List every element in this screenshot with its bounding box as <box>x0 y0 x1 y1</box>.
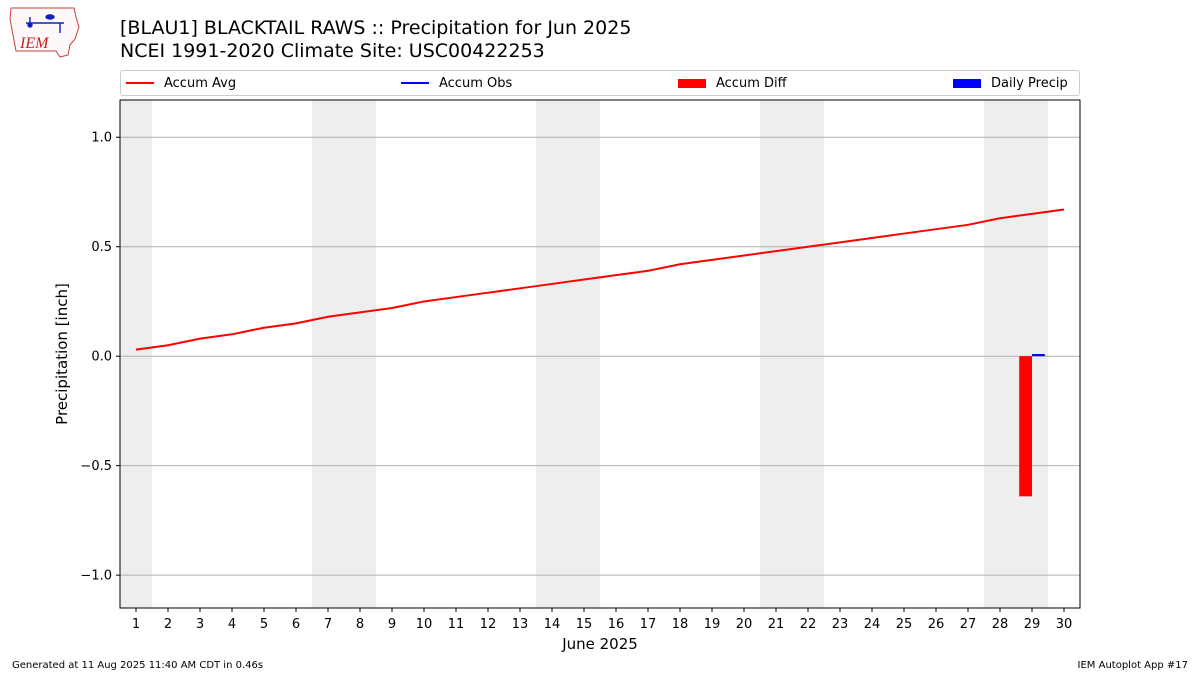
x-axis-label: June 2025 <box>561 635 638 653</box>
x-tick-label: 13 <box>512 617 529 632</box>
weather-station-icon <box>26 14 64 33</box>
y-tick-label: −1.0 <box>80 569 112 584</box>
legend-label: Accum Obs <box>439 75 513 91</box>
x-tick-label: 8 <box>356 617 364 632</box>
x-tick-label: 21 <box>768 617 785 632</box>
x-tick-label: 11 <box>448 617 465 632</box>
y-tick-label: 0.5 <box>91 240 112 255</box>
legend-swatch <box>401 82 429 84</box>
line-accum-avg <box>135 208 1065 351</box>
chart-subtitle: NCEI 1991-2020 Climate Site: USC00422253 <box>120 40 545 62</box>
legend-swatch <box>953 78 981 88</box>
x-tick-label: 1 <box>132 617 140 632</box>
generated-timestamp: Generated at 11 Aug 2025 11:40 AM CDT in… <box>12 660 264 671</box>
x-tick-label: 18 <box>672 617 689 632</box>
x-tick-label: 14 <box>544 617 561 632</box>
bar-accum-diff <box>1019 356 1032 497</box>
weekend-shade <box>536 100 600 608</box>
x-tick-label: 3 <box>196 617 204 632</box>
legend-item-accum-avg: Accum Avg <box>126 71 236 95</box>
legend-swatch <box>126 82 154 84</box>
y-tick-label: 1.0 <box>91 131 112 146</box>
legend-label: Accum Diff <box>716 75 787 91</box>
x-tick-label: 29 <box>1024 617 1041 632</box>
weekend-shade <box>760 100 824 608</box>
legend-item-daily-precip: Daily Precip <box>953 71 1068 95</box>
y-tick-label: −0.5 <box>80 459 112 474</box>
x-tick-label: 24 <box>864 617 881 632</box>
logo-text: IEM <box>19 35 50 52</box>
chart-title: [BLAU1] BLACKTAIL RAWS :: Precipitation … <box>120 17 632 39</box>
legend-label: Accum Avg <box>164 75 237 91</box>
x-tick-label: 28 <box>992 617 1009 632</box>
x-tick-label: 20 <box>736 617 753 632</box>
x-tick-label: 27 <box>960 617 977 632</box>
weekend-shade <box>120 100 152 608</box>
y-axis-label: Precipitation [inch] <box>53 283 71 425</box>
x-tick-label: 9 <box>388 617 396 632</box>
x-tick-label: 12 <box>480 617 497 632</box>
plot-frame <box>119 99 1081 609</box>
x-tick-label: 17 <box>640 617 657 632</box>
x-tick-label: 10 <box>416 617 433 632</box>
weekend-shade <box>312 100 376 608</box>
x-tick-label: 2 <box>164 617 172 632</box>
x-tick-label: 15 <box>576 617 593 632</box>
x-tick-label: 16 <box>608 617 625 632</box>
x-tick-label: 19 <box>704 617 721 632</box>
x-tick-label: 23 <box>832 617 849 632</box>
legend-label: Daily Precip <box>991 75 1068 91</box>
legend-swatch <box>678 78 706 88</box>
y-tick-label: 0.0 <box>91 350 112 365</box>
bar-daily-precip <box>1032 354 1045 357</box>
x-tick-label: 26 <box>928 617 945 632</box>
legend-item-accum-obs: Accum Obs <box>401 71 512 95</box>
x-tick-label: 7 <box>324 617 332 632</box>
iowa-outline-icon <box>9 7 80 58</box>
legend-item-accum-diff: Accum Diff <box>678 71 787 95</box>
x-tick-label: 25 <box>896 617 913 632</box>
x-tick-label: 6 <box>292 617 300 632</box>
x-tick-label: 5 <box>260 617 268 632</box>
x-tick-label: 4 <box>228 617 236 632</box>
chart-legend: Accum Avg Accum Obs Accum Diff Daily Pre… <box>120 70 1080 96</box>
x-tick-label: 22 <box>800 617 817 632</box>
iem-logo: IEM <box>9 7 80 58</box>
app-credit: IEM Autoplot App #17 <box>1077 660 1188 671</box>
x-tick-label: 30 <box>1056 617 1073 632</box>
